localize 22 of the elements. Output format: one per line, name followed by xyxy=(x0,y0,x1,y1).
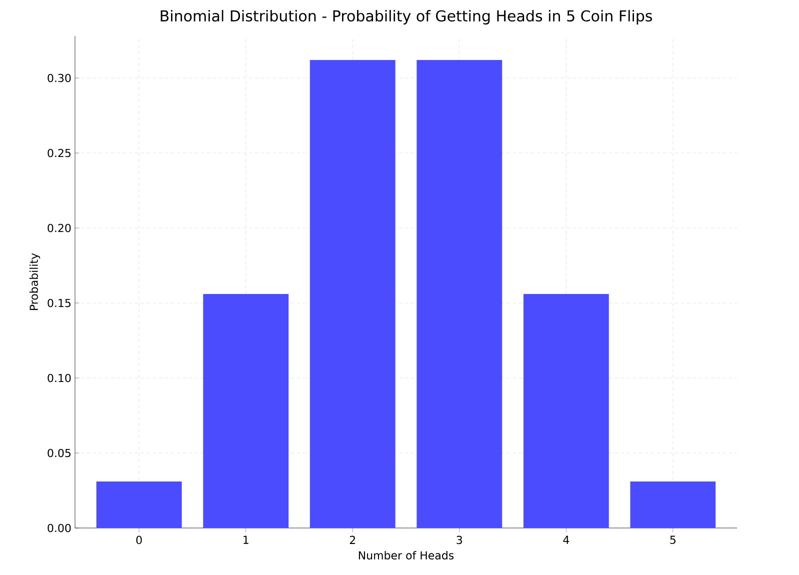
x-tick-label: 2 xyxy=(350,536,356,544)
y-tick-label: 0.10 xyxy=(48,374,71,382)
bar xyxy=(203,294,289,528)
x-tick-label: 1 xyxy=(244,536,248,544)
y-axis-title: Probability xyxy=(29,253,40,310)
bar xyxy=(630,482,716,528)
x-tick-label: 5 xyxy=(670,536,676,544)
x-tick-label: 4 xyxy=(563,536,570,544)
y-tick-label: 0.25 xyxy=(48,148,71,158)
bar xyxy=(523,294,609,528)
bar xyxy=(96,482,182,528)
x-tick-label: 0 xyxy=(136,536,142,544)
y-tick-label: 0.05 xyxy=(48,448,71,458)
x-axis-title: Number of Heads xyxy=(358,550,454,560)
bar xyxy=(416,60,502,528)
y-tick-label: 0.00 xyxy=(48,524,71,532)
y-tick-label: 0.15 xyxy=(48,298,71,308)
y-tick-label: 0.20 xyxy=(48,224,71,232)
chart-title: Binomial Distribution - Probability of Getting Heads in 5 Coin Flips xyxy=(160,10,652,24)
bar xyxy=(310,60,396,528)
x-tick-label: 3 xyxy=(456,536,462,544)
y-tick-label: 0.30 xyxy=(48,74,71,82)
